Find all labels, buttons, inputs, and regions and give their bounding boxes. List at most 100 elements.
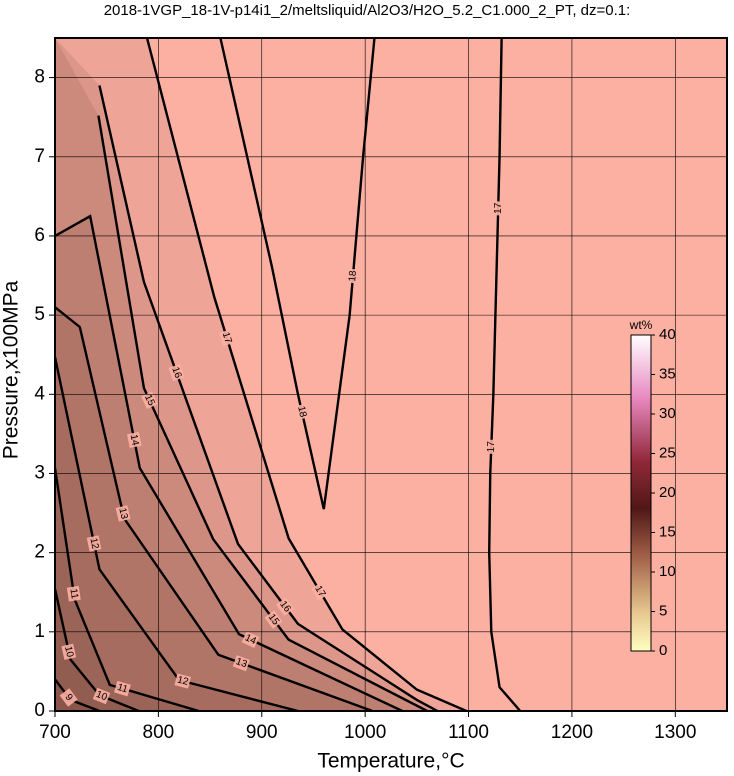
contour-label-bg: [141, 391, 158, 410]
contour-label-bg: [276, 597, 295, 616]
x-axis-label: Temperature,°C: [317, 750, 464, 773]
y-tick-label: 3: [34, 462, 45, 483]
contour-label-group: 14: [127, 431, 142, 448]
contour-label: 12: [176, 674, 190, 688]
contour-label: 13: [234, 656, 249, 670]
contour-label: 17: [493, 202, 504, 214]
contour-line: [55, 588, 140, 711]
y-tick-label: 8: [34, 67, 45, 88]
contour-label-group: 11: [114, 680, 131, 697]
contour-label-group: 17: [311, 582, 329, 601]
contour-label: 18: [295, 405, 308, 419]
contour-label-group: 18: [346, 268, 360, 284]
contour-label-bg: [232, 655, 250, 672]
contour-label-group: 15: [141, 391, 158, 410]
contour-line: [55, 214, 403, 711]
colorbar-label: wt%: [629, 318, 653, 332]
contour-label: 9: [62, 692, 74, 703]
x-tick-label: 1000: [344, 722, 386, 743]
contour-label: 17: [312, 584, 327, 600]
contour-label-group: 13: [232, 655, 250, 672]
x-tick-label: 900: [246, 722, 278, 743]
contour-shade: [55, 38, 373, 711]
contour-label-group: 10: [61, 643, 77, 660]
y-tick-label: 0: [34, 700, 45, 721]
colorbar-tick-label: 20: [659, 484, 676, 501]
contour-line: [98, 85, 439, 711]
contour-label-bg: [219, 329, 235, 347]
colorbar-tick-label: 5: [659, 602, 667, 619]
contour-label-group: 12: [174, 673, 192, 689]
contour-label-group: 18: [294, 403, 310, 420]
chart-title: 2018-1VGP_18-1V-p14i1_2/meltsliquid/Al2O…: [104, 2, 631, 19]
x-tick-label: 1200: [551, 722, 593, 743]
contour-label-bg: [59, 688, 78, 707]
x-tick-label: 800: [143, 722, 175, 743]
contour-label: 14: [243, 632, 258, 647]
colorbar-tick-label: 15: [659, 523, 676, 540]
y-tick-label: 6: [34, 225, 45, 246]
plot-frame: [54, 37, 728, 712]
contour-label: 14: [128, 433, 141, 446]
contour-label-group: 13: [115, 505, 131, 522]
contour-label: 13: [116, 507, 129, 521]
contour-shade: [55, 38, 438, 711]
colorbar-tick-label: 35: [659, 365, 676, 382]
plot-area: 9101011111212131314141515161617171818171…: [55, 38, 727, 711]
contour-shade: [55, 38, 428, 711]
contour-label-bg: [241, 631, 260, 649]
x-tick-label: 1300: [654, 722, 696, 743]
contour-label-bg: [346, 268, 360, 284]
contour-label: 10: [94, 689, 109, 704]
y-tick-label: 1: [34, 621, 45, 642]
contour-label: 16: [169, 366, 183, 381]
contour-label-group: 10: [92, 687, 111, 705]
contour-label-bg: [92, 687, 111, 705]
contour-label-bg: [311, 582, 329, 601]
contour-label-bg: [294, 403, 310, 420]
contour-label: 12: [87, 537, 100, 551]
contour-label-bg: [168, 363, 185, 382]
contour-label-bg: [485, 439, 498, 455]
y-tick-label: 5: [34, 304, 45, 325]
colorbar-tick-label: 25: [659, 444, 676, 461]
colorbar-tick-label: 30: [659, 405, 676, 422]
y-tick-label: 7: [34, 146, 45, 167]
contour-line: [145, 38, 467, 711]
contour-label-group: 14: [241, 631, 260, 649]
contour-label-bg: [115, 505, 131, 522]
x-tick-label: 1100: [448, 722, 489, 743]
contour-label-group: 16: [276, 597, 295, 616]
contour-label: 18: [347, 270, 359, 282]
contour-label-group: 17: [492, 201, 505, 216]
contour-label-group: 16: [168, 363, 185, 382]
contour-label-bg: [174, 673, 192, 689]
contour-label: 10: [62, 645, 75, 659]
colorbar-tick-label: 10: [659, 563, 676, 580]
contour-line: [55, 467, 200, 711]
contour-label-group: 12: [86, 535, 102, 552]
contour-label: 11: [116, 682, 129, 696]
contour-shade: [55, 38, 467, 711]
contour-label: 11: [67, 588, 79, 600]
contour-label-group: 15: [264, 610, 283, 629]
contour-label-bg: [264, 610, 283, 629]
x-tick-label: 700: [39, 722, 71, 743]
y-tick-label: 2: [34, 542, 45, 563]
contour-label-bg: [86, 535, 102, 552]
colorbar-tick-label: 40: [659, 326, 676, 343]
contour-label: 15: [142, 393, 157, 408]
contour-label: 17: [486, 441, 497, 453]
contour-label-group: 17: [485, 439, 498, 455]
contour-label-bg: [61, 643, 77, 660]
colorbar-tick-label: 0: [659, 642, 667, 659]
contour-label-bg: [127, 431, 142, 448]
contour-label-group: 17: [219, 329, 235, 347]
contour-label-group: 9: [59, 688, 78, 707]
y-axis-label: Pressure,x100MPa: [0, 280, 23, 459]
contour-line: [488, 38, 522, 711]
contour-label-bg: [114, 680, 131, 697]
contour-shade: [55, 38, 199, 711]
contour-label: 17: [220, 331, 234, 345]
